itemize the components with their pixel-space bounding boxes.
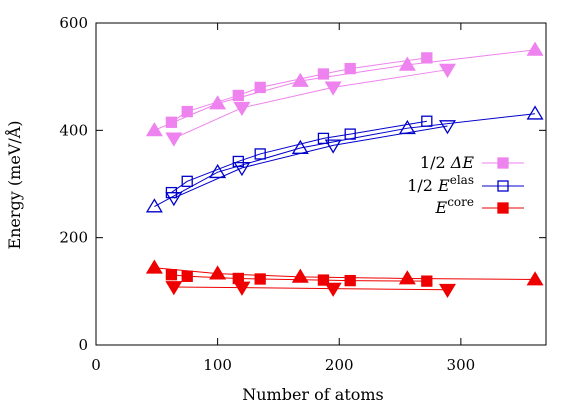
y-tick-label: 0 [78,336,88,354]
data-point-triangle-down [165,192,183,207]
series-line [173,69,448,139]
y-tick-label: 400 [59,121,88,139]
data-point-triangle-up [398,56,416,71]
x-tick-label: 0 [91,356,101,374]
series [145,259,544,286]
data-point-triangle-up [209,163,227,179]
data-point-square [497,157,509,169]
legend-label: 1/2 Eelas [407,173,474,195]
data-point-square [181,175,193,187]
series-line [173,286,448,291]
series [165,120,456,207]
series [145,41,544,137]
x-tick-label: 300 [447,356,476,374]
y-axis-label: Energy (meV/Å) [4,120,24,249]
data-point-triangle-up [209,95,227,110]
series [165,63,456,147]
data-point-triangle-up [209,265,227,280]
data-point-triangle-down [165,281,183,296]
data-point-triangle-up [145,122,163,137]
series-line [154,49,536,131]
data-point-square [317,274,330,286]
series-layer [145,41,544,298]
data-point-triangle-down [438,63,456,78]
x-axis-label: Number of atoms [242,385,384,404]
data-point-triangle-down [324,81,342,96]
data-point-square [181,270,193,282]
data-point-triangle-down [165,132,183,147]
data-point-square [497,180,509,192]
data-point-square [165,116,178,128]
data-point-triangle-down [438,283,456,298]
plot-frame [95,22,547,346]
data-point-triangle-up [291,268,309,283]
series-line [171,120,427,193]
data-point-triangle-down [233,281,251,296]
data-point-triangle-down [324,282,342,297]
data-point-square [421,275,433,287]
data-point-triangle-down [233,161,251,177]
series [165,115,433,199]
data-point-square [254,273,266,285]
data-point-triangle-down [233,101,251,117]
legend-label: Ecore [435,195,474,217]
data-point-triangle-up [291,72,309,87]
data-point-triangle-up [526,105,544,120]
data-point-triangle-down [438,120,456,135]
series-line [154,113,536,207]
x-tick-label: 200 [325,356,354,374]
data-point-square [497,202,509,214]
legend-label: 1/2 ΔE [420,153,474,172]
series [165,52,433,128]
data-point-square [232,89,244,102]
y-tick-label: 600 [59,14,88,32]
data-point-square [421,52,433,64]
axis-ticks: 0 100 200 300 0 200 400 600 [59,14,546,374]
series [165,281,456,298]
data-point-triangle-up [145,259,163,274]
legend-item: Ecore [435,195,524,217]
data-point-triangle-up [398,270,416,285]
series [165,269,433,287]
series [145,105,544,213]
data-point-square [344,274,356,287]
legend-item: 1/2 Eelas [407,173,524,195]
legend-item: 1/2 ΔE [420,153,524,172]
data-point-square [165,269,178,281]
data-point-triangle-up [145,198,163,213]
data-point-triangle-up [526,41,544,56]
data-point-square [317,68,330,80]
data-point-triangle-up [526,271,544,286]
x-tick-label: 100 [203,356,232,374]
series-line [173,125,448,199]
y-tick-label: 200 [59,229,88,247]
data-point-square [254,148,266,160]
data-point-triangle-up [398,119,416,135]
data-point-square [344,62,356,75]
data-point-triangle-down [324,139,342,154]
